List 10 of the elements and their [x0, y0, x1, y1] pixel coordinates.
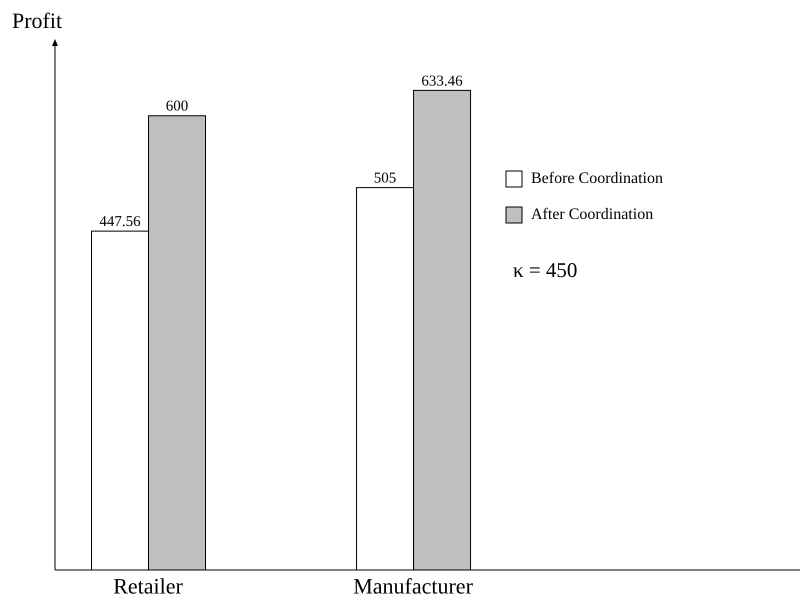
annotation: κ = 450: [513, 258, 578, 283]
legend-label: Before Coordination: [531, 170, 663, 188]
x-tick-label: Manufacturer: [353, 574, 474, 599]
legend-label: After Coordination: [531, 206, 654, 224]
data-label: 505: [374, 170, 396, 187]
data-label: 633.46: [421, 73, 464, 90]
data-label: 600: [166, 98, 188, 115]
data-label: 447.56: [99, 214, 142, 230]
x-tick-label: Retailer: [113, 574, 184, 599]
y-axis-title: Profit: [12, 8, 62, 34]
